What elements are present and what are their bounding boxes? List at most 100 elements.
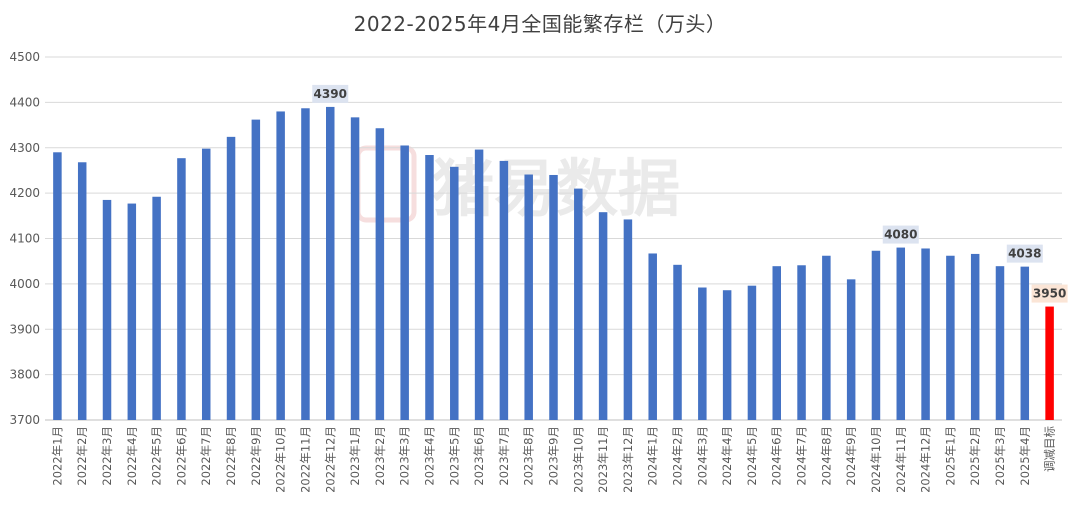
y-tick-label: 3900 — [9, 322, 40, 336]
x-tick-label: 2023年11月 — [596, 426, 610, 493]
bar — [1020, 266, 1030, 420]
bar — [350, 117, 360, 420]
x-tick-label: 2023年4月 — [422, 426, 436, 486]
bar — [301, 108, 310, 421]
bar — [797, 265, 806, 420]
x-tick-label: 2024年11月 — [894, 426, 908, 493]
y-tick-label: 4300 — [9, 141, 40, 155]
x-tick-label: 2022年12月 — [323, 426, 337, 493]
x-tick-label: 2023年2月 — [373, 426, 387, 486]
x-tick-label: 2025年2月 — [968, 426, 982, 486]
x-tick-label: 2022年9月 — [249, 426, 263, 486]
bar — [970, 253, 980, 420]
bar — [995, 266, 1005, 420]
bar — [226, 136, 236, 421]
bar — [648, 253, 657, 420]
bar — [747, 285, 757, 420]
data-label: 4038 — [1008, 247, 1041, 261]
bar — [474, 149, 484, 420]
bar — [53, 152, 62, 420]
x-tick-label: 2023年8月 — [522, 426, 536, 486]
x-tick-label: 2025年3月 — [993, 426, 1007, 486]
x-tick-label: 2025年4月 — [1018, 426, 1032, 486]
x-tick-label: 2024年5月 — [745, 426, 759, 486]
x-tick-label: 2022年8月 — [224, 426, 238, 486]
data-label-background — [882, 225, 919, 244]
x-tick-label: 2023年9月 — [547, 426, 561, 486]
x-tick-label: 2023年7月 — [497, 426, 511, 486]
y-tick-label: 4500 — [9, 50, 40, 64]
bar — [450, 166, 459, 420]
x-tick-label: 2024年2月 — [671, 426, 685, 486]
x-tick-label: 2022年1月 — [50, 426, 64, 486]
x-tick-label: 2024年9月 — [844, 426, 858, 486]
x-tick-label: 2023年12月 — [621, 426, 635, 493]
bar — [276, 111, 285, 420]
bar — [102, 199, 112, 420]
x-tick-label: 2024年4月 — [720, 426, 734, 486]
y-tick-label: 4200 — [9, 186, 40, 200]
bar — [1045, 306, 1054, 420]
data-label: 4390 — [314, 87, 347, 101]
x-tick-label: 2024年12月 — [919, 426, 933, 493]
x-tick-label: 2024年3月 — [695, 426, 709, 486]
bar — [499, 160, 509, 420]
x-tick-label: 2025年1月 — [943, 426, 957, 486]
bar — [251, 119, 261, 421]
bar — [673, 264, 682, 420]
x-tick-label: 2024年1月 — [646, 426, 660, 486]
x-tick-label: 调减目标 — [1043, 426, 1057, 472]
data-label: 4080 — [884, 228, 917, 242]
y-tick-label: 4000 — [9, 277, 40, 291]
bar — [722, 290, 732, 420]
bar — [425, 155, 434, 420]
bar — [549, 174, 558, 420]
y-tick-label: 3700 — [9, 413, 40, 427]
data-label: 3950 — [1033, 287, 1066, 301]
bar — [574, 188, 583, 420]
x-tick-label: 2024年6月 — [770, 426, 784, 486]
bar — [896, 247, 906, 420]
x-tick-label: 2022年2月 — [75, 426, 89, 486]
bar — [871, 250, 881, 420]
data-label-background — [1031, 284, 1068, 303]
x-tick-label: 2022年4月 — [125, 426, 139, 486]
bar — [846, 279, 856, 420]
x-tick-label: 2022年6月 — [174, 426, 188, 486]
x-tick-label: 2022年7月 — [199, 426, 213, 486]
x-tick-label: 2023年10月 — [571, 426, 585, 493]
bar — [772, 266, 781, 420]
bar — [623, 219, 633, 420]
bar — [326, 106, 335, 420]
x-tick-label: 2023年6月 — [472, 426, 486, 486]
y-tick-label: 4100 — [9, 232, 40, 246]
bar — [177, 158, 186, 420]
bar — [127, 203, 137, 420]
x-tick-label: 2022年11月 — [298, 426, 312, 493]
x-tick-label: 2023年5月 — [447, 426, 461, 486]
y-tick-label: 4400 — [9, 95, 40, 109]
chart-title: 2022-2025年4月全国能繁存栏（万头） — [353, 12, 727, 36]
x-tick-label: 2024年8月 — [819, 426, 833, 486]
bar — [598, 212, 608, 420]
bar — [921, 248, 930, 420]
bar — [946, 255, 955, 420]
x-tick-label: 2024年7月 — [795, 426, 809, 486]
x-tick-label: 2024年10月 — [869, 426, 883, 493]
x-tick-label: 2022年10月 — [274, 426, 288, 493]
bar — [524, 174, 533, 420]
x-tick-label: 2022年5月 — [150, 426, 164, 486]
x-tick-label: 2023年3月 — [398, 426, 412, 486]
x-tick-label: 2023年1月 — [348, 426, 362, 486]
data-label-background — [312, 84, 349, 103]
bar — [77, 162, 87, 420]
x-tick-label: 2022年3月 — [100, 426, 114, 486]
data-label-background — [1006, 244, 1043, 263]
bar — [400, 145, 409, 420]
y-tick-label: 3800 — [9, 368, 40, 382]
bar — [375, 128, 385, 420]
bar — [201, 148, 211, 420]
bar — [822, 255, 831, 420]
